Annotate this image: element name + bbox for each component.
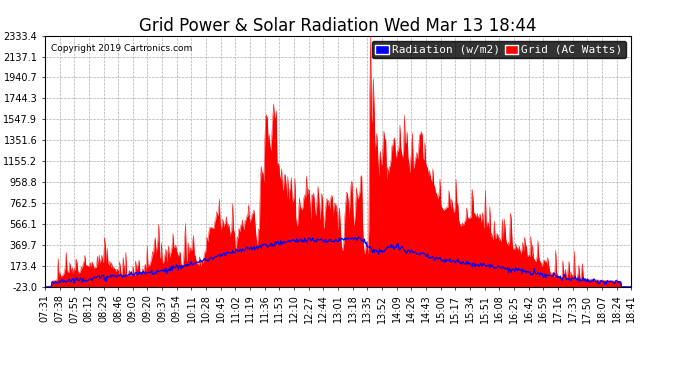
Text: Copyright 2019 Cartronics.com: Copyright 2019 Cartronics.com — [51, 44, 192, 53]
Legend: Radiation (w/m2), Grid (AC Watts): Radiation (w/m2), Grid (AC Watts) — [372, 41, 626, 58]
Title: Grid Power & Solar Radiation Wed Mar 13 18:44: Grid Power & Solar Radiation Wed Mar 13 … — [139, 18, 537, 36]
